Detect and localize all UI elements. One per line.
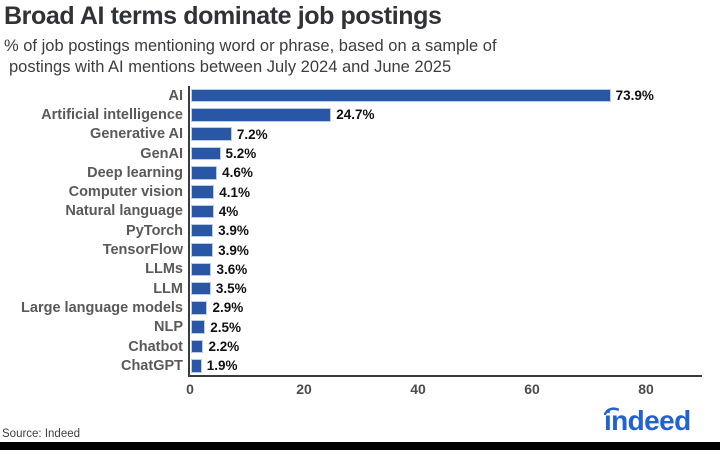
- bar-track: 3.9%: [189, 221, 702, 240]
- bar: [191, 166, 218, 180]
- value-label: 2.2%: [208, 339, 240, 354]
- bar-track: 3.5%: [189, 279, 702, 298]
- bar-track: 5.2%: [189, 144, 702, 163]
- value-label: 24.7%: [336, 107, 375, 123]
- bar-track: 7.2%: [189, 125, 702, 144]
- chart-subtitle: % of job postings mentioning word or phr…: [4, 36, 497, 78]
- value-label: 2.5%: [210, 319, 241, 335]
- bar-track: 2.5%: [189, 318, 702, 337]
- value-label: 4%: [218, 203, 239, 219]
- bar-row: Computer vision 4.1%: [0, 182, 702, 201]
- bottom-black-strip: [0, 442, 720, 450]
- bar-row: Deep learning 4.6%: [0, 163, 702, 182]
- category-label: Large language models: [21, 299, 183, 316]
- value-label: 3.9%: [218, 223, 249, 239]
- bar-row: LLMs 3.6%: [0, 260, 702, 279]
- bar-track: 24.7%: [189, 105, 702, 124]
- value-label: 7.2%: [236, 126, 268, 142]
- bar-row: NLP 2.5%: [0, 318, 702, 337]
- bar-track: 4%: [189, 202, 702, 221]
- bar: [191, 127, 232, 141]
- category-label: GenAI: [140, 145, 183, 162]
- x-tick-label: 40: [410, 381, 426, 397]
- bar: [191, 185, 215, 199]
- category-label: Generative AI: [90, 126, 183, 143]
- value-label: 3.6%: [216, 261, 248, 277]
- bar-rows: AI 73.9% Artificial intelligence 24.7% G…: [0, 86, 702, 375]
- source-note: Source: Indeed: [2, 428, 81, 440]
- y-axis-line: [188, 86, 190, 376]
- bar-track: 4.6%: [189, 163, 702, 182]
- value-label: 3.9%: [218, 242, 249, 258]
- value-label: 3.5%: [215, 281, 247, 297]
- bar: [191, 204, 214, 219]
- bar-row: LLM 3.5%: [0, 279, 702, 298]
- category-label: Artificial intelligence: [41, 106, 183, 123]
- bar: [191, 339, 204, 354]
- bar: [191, 262, 212, 277]
- bar-row: Artificial intelligence 24.7%: [0, 105, 702, 124]
- bar-row: ChatGPT 1.9%: [0, 356, 702, 375]
- bar: [191, 223, 214, 238]
- category-label: Natural language: [65, 203, 183, 220]
- bar-row: Generative AI 7.2%: [0, 125, 702, 144]
- x-tick-label: 20: [296, 381, 312, 397]
- value-label: 1.9%: [206, 358, 238, 374]
- category-label: NLP: [154, 319, 183, 336]
- indeed-logo-arc-icon: [604, 407, 619, 415]
- x-tick-label: 60: [524, 381, 540, 397]
- bar: [191, 320, 206, 334]
- category-label: PyTorch: [126, 222, 183, 239]
- bar: [191, 88, 611, 103]
- value-label: 2.9%: [212, 300, 244, 316]
- bar: [191, 281, 211, 296]
- bar-row: TensorFlow 3.9%: [0, 240, 702, 259]
- bar-track: 3.9%: [189, 240, 702, 259]
- value-label: 5.2%: [225, 146, 257, 162]
- category-label: ChatGPT: [120, 357, 183, 374]
- bar-track: 2.2%: [189, 337, 702, 356]
- bar: [191, 243, 214, 257]
- category-label: TensorFlow: [102, 242, 183, 259]
- bar: [191, 301, 208, 315]
- bar-track: 4.1%: [189, 182, 702, 201]
- bar-row: Natural language 4%: [0, 202, 702, 221]
- bar-track: 73.9%: [189, 86, 702, 105]
- bar-row: PyTorch 3.9%: [0, 221, 702, 240]
- chart-title: Broad AI terms dominate job postings: [4, 2, 442, 30]
- category-label: LLM: [153, 280, 183, 297]
- x-tick-label: 0: [186, 381, 194, 397]
- bar-row: GenAI 5.2%: [0, 144, 702, 163]
- bar: [191, 359, 202, 373]
- bar-row: Large language models 2.9%: [0, 298, 702, 317]
- bar-row: AI 73.9%: [0, 86, 702, 105]
- value-label: 73.9%: [615, 88, 654, 104]
- bar-track: 3.6%: [189, 260, 702, 279]
- subtitle-line-2: postings with AI mentions between July 2…: [9, 58, 452, 76]
- category-label: AI: [168, 87, 184, 104]
- value-label: 4.1%: [219, 184, 251, 200]
- bar-track: 1.9%: [189, 356, 702, 375]
- category-label: Deep learning: [87, 164, 183, 181]
- subtitle-line-1: % of job postings mentioning word or phr…: [4, 37, 497, 55]
- bar: [191, 108, 332, 122]
- category-label: Computer vision: [68, 184, 183, 201]
- x-tick-label: 80: [638, 381, 654, 397]
- x-axis-line: [188, 375, 702, 377]
- x-axis-ticks: 0 20 40 60 80: [186, 381, 703, 399]
- bar: [191, 146, 221, 161]
- bar-track: 2.9%: [189, 298, 702, 317]
- category-label: LLMs: [145, 261, 183, 278]
- category-label: Chatbot: [128, 338, 183, 355]
- indeed-logo: indeed: [604, 405, 691, 437]
- value-label: 4.6%: [222, 165, 253, 181]
- bar-row: Chatbot 2.2%: [0, 337, 702, 356]
